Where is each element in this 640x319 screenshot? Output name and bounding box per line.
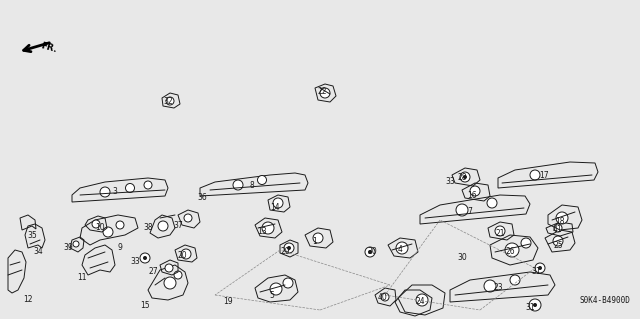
Text: 20: 20 xyxy=(177,250,187,259)
Text: 22: 22 xyxy=(317,87,327,97)
Text: 1: 1 xyxy=(312,238,317,247)
Circle shape xyxy=(270,283,282,295)
Circle shape xyxy=(381,293,389,301)
Circle shape xyxy=(144,181,152,189)
Text: 11: 11 xyxy=(77,273,87,283)
Text: S0K4-B4900D: S0K4-B4900D xyxy=(579,296,630,305)
Circle shape xyxy=(553,236,563,246)
Circle shape xyxy=(103,227,113,237)
Text: 31: 31 xyxy=(525,303,535,313)
Text: 3: 3 xyxy=(113,188,117,197)
Text: 12: 12 xyxy=(23,295,33,305)
Text: 33: 33 xyxy=(445,177,455,187)
Text: 36: 36 xyxy=(197,194,207,203)
Circle shape xyxy=(487,198,497,208)
Circle shape xyxy=(165,264,173,272)
Circle shape xyxy=(262,222,274,234)
Circle shape xyxy=(554,224,562,232)
Text: 5: 5 xyxy=(269,291,275,300)
Text: 24: 24 xyxy=(415,298,425,307)
Circle shape xyxy=(283,278,293,288)
Circle shape xyxy=(125,183,134,192)
Text: 30: 30 xyxy=(457,254,467,263)
Circle shape xyxy=(463,175,467,179)
Text: 40: 40 xyxy=(377,293,387,302)
Text: 16: 16 xyxy=(467,190,477,199)
Text: 35: 35 xyxy=(27,231,37,240)
Circle shape xyxy=(233,180,243,190)
Circle shape xyxy=(484,280,496,292)
Circle shape xyxy=(495,226,505,236)
Circle shape xyxy=(533,303,537,307)
Circle shape xyxy=(143,256,147,260)
Circle shape xyxy=(313,233,323,243)
Text: 38: 38 xyxy=(143,224,153,233)
Circle shape xyxy=(174,271,182,279)
Circle shape xyxy=(320,88,330,98)
Circle shape xyxy=(460,172,470,182)
Circle shape xyxy=(416,294,428,306)
Circle shape xyxy=(365,247,375,257)
Text: 37: 37 xyxy=(173,220,183,229)
Circle shape xyxy=(284,243,294,253)
Circle shape xyxy=(158,221,168,231)
Text: 13: 13 xyxy=(257,227,267,236)
Text: 30: 30 xyxy=(367,248,377,256)
Circle shape xyxy=(505,243,519,257)
Text: 29: 29 xyxy=(280,248,290,256)
Text: 18: 18 xyxy=(556,218,564,226)
Text: 17: 17 xyxy=(539,170,549,180)
Text: 10: 10 xyxy=(95,224,105,233)
Circle shape xyxy=(456,204,468,216)
Text: 19: 19 xyxy=(223,298,233,307)
Text: FR.: FR. xyxy=(40,41,58,55)
Circle shape xyxy=(287,246,291,250)
Text: 31: 31 xyxy=(531,268,541,277)
Text: 15: 15 xyxy=(140,300,150,309)
Circle shape xyxy=(166,97,174,105)
Text: 41: 41 xyxy=(552,226,562,234)
Text: 8: 8 xyxy=(250,181,254,189)
Circle shape xyxy=(368,250,372,254)
Circle shape xyxy=(184,214,192,222)
Circle shape xyxy=(535,263,545,273)
Text: 9: 9 xyxy=(118,243,122,253)
Circle shape xyxy=(164,277,176,289)
Circle shape xyxy=(538,266,542,270)
Text: 27: 27 xyxy=(148,268,158,277)
Circle shape xyxy=(73,241,79,247)
Circle shape xyxy=(273,198,283,208)
Text: 4: 4 xyxy=(397,246,403,255)
Text: 28: 28 xyxy=(457,174,467,182)
Circle shape xyxy=(257,175,266,184)
Circle shape xyxy=(530,170,540,180)
Text: 14: 14 xyxy=(270,204,280,212)
Text: 25: 25 xyxy=(553,241,563,249)
Circle shape xyxy=(470,186,480,196)
Text: 26: 26 xyxy=(505,248,515,256)
Circle shape xyxy=(116,221,124,229)
Text: 32: 32 xyxy=(163,98,173,107)
Text: 33: 33 xyxy=(130,257,140,266)
Circle shape xyxy=(92,220,100,228)
Circle shape xyxy=(140,253,150,263)
Circle shape xyxy=(100,187,110,197)
Text: 23: 23 xyxy=(493,284,503,293)
Circle shape xyxy=(396,242,408,254)
Circle shape xyxy=(510,275,520,285)
Text: 21: 21 xyxy=(495,228,505,238)
Text: 39: 39 xyxy=(63,243,73,253)
Circle shape xyxy=(556,212,568,224)
Text: 7: 7 xyxy=(468,207,472,217)
Circle shape xyxy=(181,249,191,259)
Circle shape xyxy=(529,299,541,311)
Circle shape xyxy=(521,238,531,248)
Text: 34: 34 xyxy=(33,248,43,256)
